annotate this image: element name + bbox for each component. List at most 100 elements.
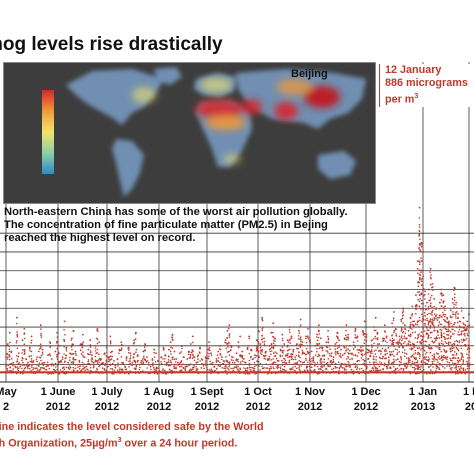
- data-point: [364, 363, 366, 366]
- data-point-max: [232, 356, 234, 358]
- data-point: [192, 368, 194, 370]
- data-point: [96, 360, 98, 363]
- data-point-max: [383, 324, 386, 327]
- data-point: [468, 367, 471, 370]
- data-point: [41, 367, 44, 369]
- data-point: [467, 330, 470, 333]
- data-point: [63, 361, 66, 363]
- data-point: [372, 363, 375, 365]
- data-point: [36, 369, 39, 371]
- data-point: [307, 336, 309, 339]
- data-point: [375, 363, 378, 366]
- data-point: [455, 317, 457, 319]
- data-point: [421, 354, 424, 356]
- data-point: [39, 356, 42, 359]
- data-point: [269, 368, 271, 370]
- data-point: [375, 359, 377, 361]
- data-point-max: [166, 361, 168, 364]
- data-point-max: [259, 343, 262, 345]
- data-point: [89, 344, 92, 346]
- data-point: [91, 358, 93, 360]
- data-point: [62, 363, 64, 366]
- data-point: [329, 354, 331, 357]
- australia-shape: [318, 151, 356, 179]
- data-point: [230, 356, 233, 358]
- data-point: [40, 359, 42, 362]
- data-point: [409, 361, 411, 364]
- data-point: [449, 315, 452, 317]
- data-point: [426, 351, 428, 354]
- data-point: [290, 368, 293, 371]
- data-point: [393, 331, 395, 334]
- data-point: [405, 366, 408, 369]
- data-point: [47, 365, 50, 367]
- data-point: [410, 365, 412, 367]
- data-point: [225, 347, 227, 350]
- peak-annotation: 12 January 886 micrograms per m3: [379, 64, 474, 107]
- data-point: [444, 367, 446, 369]
- data-point-max: [83, 356, 86, 358]
- x-tick-label-line1: 1 Aug: [143, 386, 175, 398]
- data-point: [438, 308, 441, 310]
- data-point: [338, 368, 341, 370]
- x-tick-label-7: 1 Dec 2012: [351, 385, 380, 415]
- data-point: [305, 359, 307, 361]
- data-point: [450, 335, 452, 338]
- data-point: [360, 349, 363, 351]
- data-point: [190, 368, 192, 371]
- data-point: [392, 358, 395, 361]
- data-point: [412, 347, 414, 350]
- data-point: [125, 359, 128, 361]
- data-point: [27, 365, 29, 368]
- data-point: [289, 342, 292, 344]
- x-tick-label-line2: 2012: [146, 401, 172, 413]
- data-point: [408, 340, 410, 342]
- data-point: [167, 359, 170, 361]
- data-point: [327, 352, 329, 354]
- data-point: [209, 360, 212, 363]
- data-point: [468, 348, 471, 350]
- data-point: [272, 339, 275, 342]
- data-point: [89, 346, 92, 348]
- data-point: [392, 343, 395, 346]
- data-point: [419, 242, 421, 245]
- data-point: [395, 333, 397, 335]
- data-point: [107, 360, 110, 363]
- data-point: [64, 334, 66, 336]
- data-point: [7, 356, 9, 359]
- data-point: [443, 354, 445, 357]
- data-point: [308, 359, 311, 362]
- data-point: [363, 333, 366, 336]
- data-point: [456, 341, 459, 343]
- data-point: [431, 314, 433, 316]
- data-point-max: [67, 361, 70, 364]
- data-point: [406, 357, 408, 360]
- data-point-max: [116, 358, 119, 360]
- data-point: [435, 364, 438, 367]
- data-point: [440, 350, 443, 353]
- data-point: [424, 315, 427, 317]
- data-point: [431, 318, 433, 321]
- data-point: [329, 353, 331, 355]
- data-point: [290, 353, 292, 356]
- data-point: [283, 369, 286, 371]
- data-point: [400, 359, 403, 361]
- data-point: [175, 361, 177, 363]
- data-point: [431, 311, 433, 313]
- data-point: [253, 361, 256, 364]
- data-point: [415, 356, 417, 359]
- data-point: [244, 367, 247, 370]
- data-point: [462, 338, 465, 341]
- data-point: [457, 356, 460, 359]
- data-point: [417, 347, 419, 350]
- data-point: [224, 369, 227, 372]
- data-point-max: [47, 354, 49, 357]
- data-point: [466, 348, 469, 351]
- data-point: [143, 355, 145, 358]
- data-point: [17, 369, 20, 372]
- data-point: [420, 335, 422, 338]
- data-point: [400, 342, 402, 345]
- data-point: [272, 363, 275, 365]
- data-point: [453, 296, 456, 299]
- data-point: [460, 333, 463, 336]
